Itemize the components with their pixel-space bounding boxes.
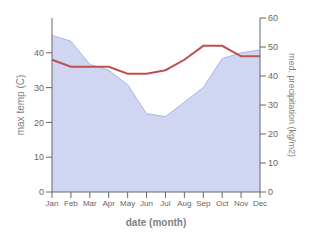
- svg-text:Mar: Mar: [83, 199, 97, 208]
- svg-text:0: 0: [39, 187, 44, 197]
- svg-text:Feb: Feb: [64, 199, 78, 208]
- svg-text:med. precipitation (kg/m2): med. precipitation (kg/m2): [287, 53, 297, 157]
- svg-text:Jun: Jun: [140, 199, 153, 208]
- svg-text:max temp (C): max temp (C): [15, 75, 26, 136]
- svg-text:Dec: Dec: [253, 199, 267, 208]
- svg-text:10: 10: [34, 152, 44, 162]
- svg-text:Jan: Jan: [46, 199, 59, 208]
- svg-text:0: 0: [268, 187, 273, 197]
- svg-text:Nov: Nov: [234, 199, 248, 208]
- svg-text:Jul: Jul: [160, 199, 170, 208]
- svg-text:40: 40: [268, 71, 278, 81]
- svg-text:30: 30: [34, 83, 44, 93]
- svg-text:40: 40: [34, 48, 44, 58]
- svg-text:Apr: Apr: [103, 199, 116, 208]
- svg-text:Oct: Oct: [216, 199, 229, 208]
- svg-text:30: 30: [268, 100, 278, 110]
- svg-text:20: 20: [268, 129, 278, 139]
- svg-text:10: 10: [268, 158, 278, 168]
- svg-text:20: 20: [34, 118, 44, 128]
- svg-text:50: 50: [268, 42, 278, 52]
- svg-text:60: 60: [268, 13, 278, 23]
- svg-text:May: May: [120, 199, 135, 208]
- svg-text:Sep: Sep: [196, 199, 211, 208]
- svg-text:date (month): date (month): [126, 217, 187, 228]
- svg-text:Aug: Aug: [177, 199, 191, 208]
